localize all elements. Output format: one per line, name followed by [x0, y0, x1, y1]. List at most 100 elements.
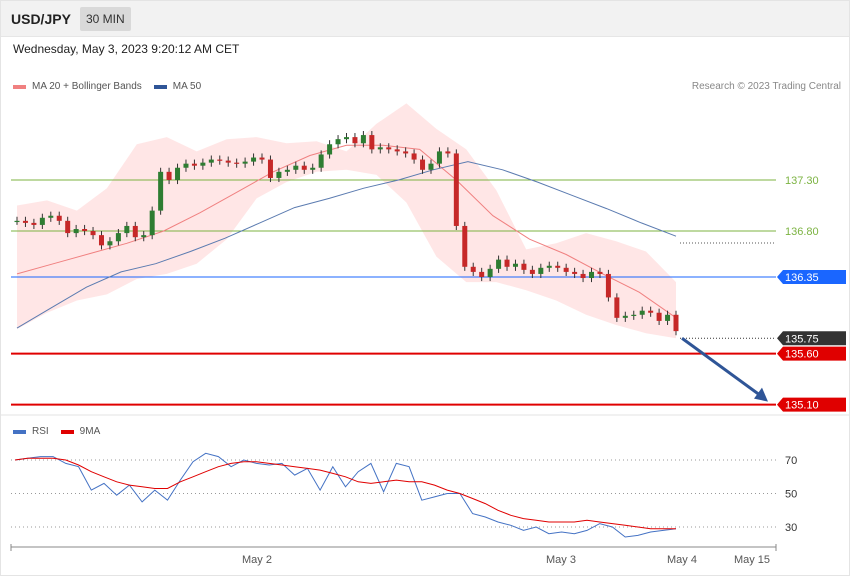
candle-body [225, 160, 231, 163]
candle [267, 155, 273, 183]
legend-swatch-ma50 [153, 84, 167, 89]
header-bar: USD/JPY 30 MIN [0, 0, 850, 37]
candle-body [242, 161, 248, 164]
candle-body [327, 144, 333, 155]
timeframe-badge[interactable]: 30 MIN [80, 7, 131, 31]
candle-body [183, 163, 189, 168]
candle [512, 259, 518, 271]
candle-body [428, 163, 434, 170]
candle [360, 130, 366, 148]
candle-body [208, 159, 214, 163]
ma20-line [16, 144, 677, 319]
candle-body [335, 139, 341, 145]
candle [597, 267, 603, 279]
candle [175, 163, 181, 185]
candle-body [512, 263, 518, 267]
candle [115, 229, 121, 246]
candle [90, 226, 96, 240]
candle [183, 159, 189, 172]
candle-body [479, 271, 485, 277]
candle-body [563, 267, 569, 272]
candle-body [115, 233, 121, 242]
x-axis-label: May 2 [242, 554, 272, 566]
candle [394, 145, 400, 156]
candle [200, 158, 206, 170]
price-tag-label: 135.75 [785, 333, 819, 345]
candle [453, 149, 459, 231]
candle-body [14, 220, 20, 223]
candle-body [496, 259, 502, 269]
candle [65, 216, 71, 238]
legend-swatch-9ma [60, 429, 74, 434]
rsi-tick-label: 50 [785, 489, 797, 501]
candle [39, 213, 45, 230]
candle-body [166, 171, 172, 180]
candle [242, 157, 248, 168]
candle [436, 147, 442, 168]
candle [631, 310, 637, 320]
candle [124, 221, 130, 238]
candle-body [546, 265, 552, 268]
candle-body [538, 267, 544, 274]
candle-body [267, 159, 273, 178]
candle-body [217, 159, 223, 161]
candle-body [411, 153, 417, 160]
candle-body [293, 165, 299, 170]
candle [141, 231, 147, 242]
candle [445, 147, 451, 158]
candle-body [132, 225, 138, 238]
candle-body [31, 222, 37, 225]
candle-body [175, 167, 181, 180]
candle-body [352, 137, 358, 144]
candle [487, 264, 493, 282]
candle-body [529, 269, 535, 274]
candle [217, 155, 223, 165]
price-tag-135-10 [777, 397, 846, 412]
candle-body [555, 265, 561, 268]
candle-body [318, 154, 324, 168]
candle [521, 259, 527, 274]
price-tag-label: 135.10 [785, 400, 819, 412]
candle-body [597, 271, 603, 274]
price-tag-135-75 [777, 331, 846, 346]
forecast-arrowhead [754, 387, 768, 402]
candle-body [301, 165, 307, 170]
candle [22, 216, 28, 227]
candle [301, 161, 307, 174]
chart-datetime: Wednesday, May 3, 2023 9:20:12 AM CET [13, 42, 240, 56]
price-tag-136-35 [777, 270, 846, 284]
forecast-arrow-shaft [681, 337, 763, 398]
candle [158, 167, 164, 215]
candle [386, 143, 392, 154]
candle [529, 265, 535, 279]
candle-body [284, 169, 290, 172]
legend-label-9ma: 9MA [79, 426, 101, 437]
candle-body [98, 235, 104, 246]
candle [470, 262, 476, 276]
legend-swatch-rsi [13, 429, 26, 434]
price-tag-label: 135.60 [785, 349, 819, 361]
candle [665, 310, 671, 325]
candle-body [234, 162, 240, 164]
candle-body [403, 151, 409, 154]
candle [107, 237, 113, 250]
candle [369, 130, 375, 154]
candle [563, 263, 569, 276]
candle-body [453, 153, 459, 226]
candle-body [462, 225, 468, 267]
candle [259, 153, 265, 164]
instrument-title: USD/JPY [11, 11, 71, 27]
legend-label-ma20: MA 20 + Bollinger Bands [32, 81, 142, 92]
candle [310, 163, 316, 174]
candle-body [487, 268, 493, 277]
candle [166, 167, 172, 185]
legend-label-rsi: RSI [32, 426, 49, 437]
candle [605, 269, 611, 302]
candle-body [107, 241, 113, 246]
main-legend: MA 20 + Bollinger Bands MA 50 [13, 81, 213, 92]
credit-text: Research © 2023 Trading Central [691, 81, 841, 92]
candle [344, 133, 349, 144]
candle-body [65, 220, 71, 234]
x-axis-label: May 4 [667, 554, 697, 566]
candle-body [648, 310, 654, 313]
